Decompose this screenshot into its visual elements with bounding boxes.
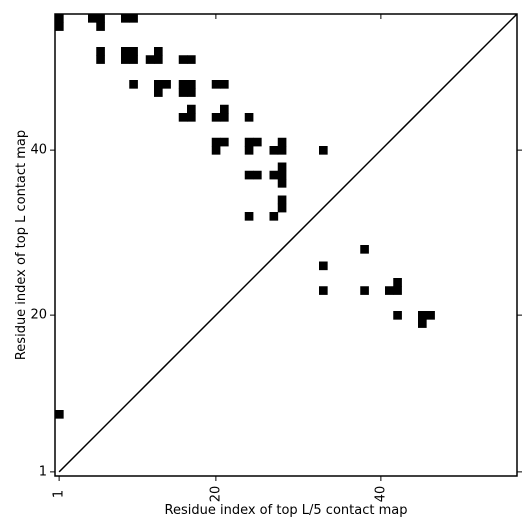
contact-cell-upper-4 xyxy=(96,14,105,23)
contact-cell-upper-17 xyxy=(154,88,163,97)
contact-cell-upper-53 xyxy=(269,212,279,221)
contact-cell-lower-7 xyxy=(393,278,402,287)
contact-cell-upper-30 xyxy=(220,80,229,89)
y-tick-label-2: 40 xyxy=(30,143,47,158)
contact-cell-upper-2 xyxy=(88,14,97,23)
contact-cell-upper-39 xyxy=(244,137,254,147)
contact-cell-lower-2 xyxy=(319,261,328,271)
contact-cell-upper-52 xyxy=(277,195,287,205)
x-tick-label-1: 20 xyxy=(208,486,223,503)
contact-cell-upper-7 xyxy=(121,14,130,23)
contact-cell-upper-49 xyxy=(277,162,287,172)
contact-cell-upper-35 xyxy=(211,137,221,147)
contact-cell-upper-15 xyxy=(154,55,163,64)
contact-cell-upper-22 xyxy=(187,88,196,97)
contact-cell-upper-23 xyxy=(187,80,196,89)
x-axis-ticks: 1 20 40 xyxy=(52,14,388,503)
contact-cell-upper-3 xyxy=(96,22,105,31)
contact-cell-upper-18 xyxy=(154,80,163,89)
contact-cell-upper-6 xyxy=(96,47,105,56)
contact-cell-lower-10 xyxy=(418,311,427,320)
contact-cell-upper-27 xyxy=(187,113,196,122)
contact-cell-lower-3 xyxy=(360,286,369,295)
y-axis-label: Residue index of top L contact map xyxy=(14,130,29,360)
contact-cell-lower-4 xyxy=(360,245,369,254)
contact-cell-upper-28 xyxy=(187,104,196,114)
contact-cell-upper-50 xyxy=(277,179,287,188)
contact-cell-upper-34 xyxy=(211,146,221,155)
y-tick-label-0: 1 xyxy=(39,464,47,479)
contact-cell-upper-46 xyxy=(277,137,287,147)
contact-cell-upper-16 xyxy=(154,47,163,56)
contact-cell-upper-48 xyxy=(277,170,287,180)
contact-cell-upper-20 xyxy=(178,88,188,97)
y-tick-label-1: 20 xyxy=(30,308,47,323)
contact-cell-lower-0 xyxy=(55,410,64,419)
contact-cell-lower-1 xyxy=(319,286,328,295)
contact-cell-upper-38 xyxy=(244,146,254,155)
diagonal-line xyxy=(58,13,518,473)
contact-cell-upper-45 xyxy=(277,146,287,155)
contact-cell-upper-8 xyxy=(129,14,138,23)
contact-cell-upper-10 xyxy=(121,47,130,56)
contact-cell-upper-47 xyxy=(269,170,279,180)
contact-cell-lower-9 xyxy=(418,319,427,328)
x-axis-label: Residue index of top L/5 contact map xyxy=(165,503,408,518)
contact-cell-upper-25 xyxy=(187,55,196,64)
contact-cell-upper-40 xyxy=(253,137,262,147)
x-tick-label-2: 40 xyxy=(373,486,388,503)
contact-cell-lower-5 xyxy=(385,286,394,295)
contact-cell-upper-44 xyxy=(269,146,279,155)
plot-frame xyxy=(54,13,518,477)
contact-cell-upper-43 xyxy=(244,212,254,221)
contact-cell-upper-13 xyxy=(129,80,138,89)
contact-cell-upper-54 xyxy=(319,146,328,155)
contact-cell-upper-14 xyxy=(145,55,155,64)
contact-cell-upper-11 xyxy=(129,55,138,64)
contact-cell-upper-24 xyxy=(178,55,188,64)
contact-cell-upper-41 xyxy=(244,170,254,180)
contact-cell-upper-51 xyxy=(277,203,287,213)
contact-cells xyxy=(55,14,435,419)
y-axis-ticks: 1 20 40 xyxy=(30,143,522,479)
contact-cell-lower-11 xyxy=(426,311,435,320)
contact-cell-lower-6 xyxy=(393,286,402,295)
contact-cell-upper-31 xyxy=(211,113,221,122)
contact-cell-upper-29 xyxy=(211,80,221,89)
contact-cell-upper-33 xyxy=(220,104,229,114)
contact-cell-upper-36 xyxy=(220,137,229,147)
contact-cell-upper-42 xyxy=(253,170,262,180)
contact-cell-upper-21 xyxy=(178,80,188,89)
contact-cell-upper-9 xyxy=(121,55,130,64)
contact-cell-upper-37 xyxy=(244,113,254,122)
contact-cell-upper-26 xyxy=(178,113,188,122)
contact-cell-upper-19 xyxy=(162,80,171,89)
contact-cell-upper-0 xyxy=(55,22,64,31)
x-tick-label-0: 1 xyxy=(52,490,67,498)
contact-cell-lower-8 xyxy=(393,311,402,320)
contact-cell-upper-32 xyxy=(220,113,229,122)
contact-cell-upper-12 xyxy=(129,47,138,56)
contact-cell-upper-5 xyxy=(96,55,105,64)
